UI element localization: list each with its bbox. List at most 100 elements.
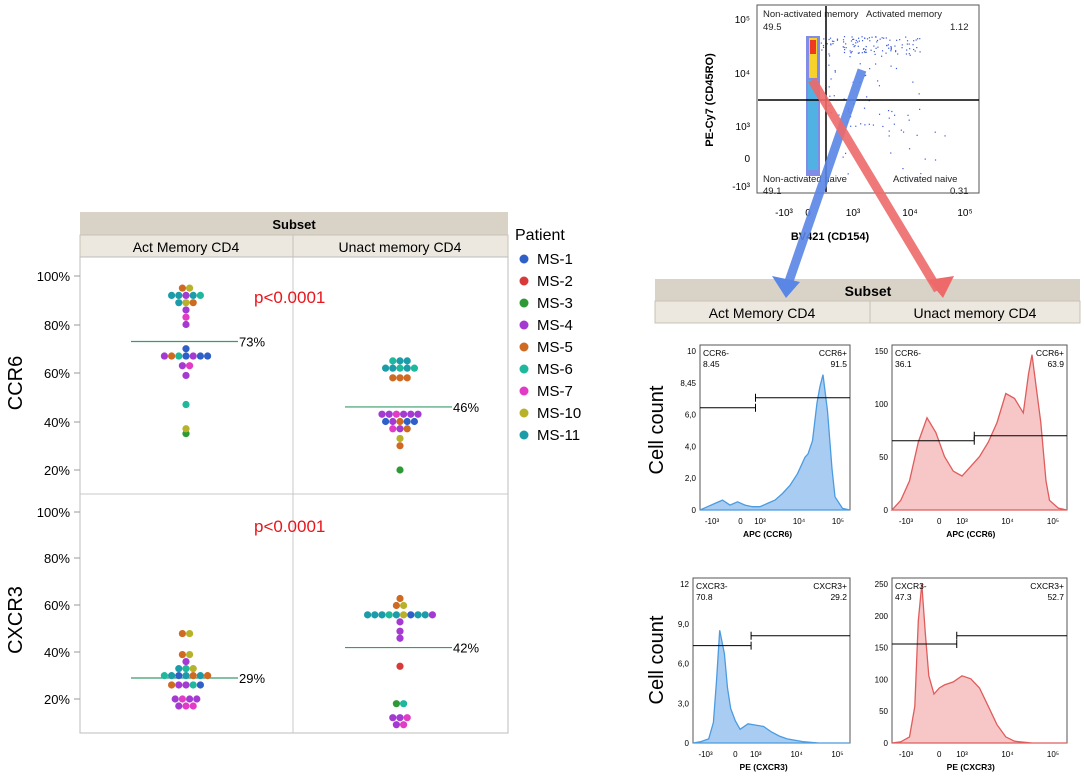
gate-event bbox=[861, 40, 864, 42]
gate-event bbox=[855, 39, 857, 42]
gate-event bbox=[865, 49, 867, 51]
gate-event bbox=[821, 49, 823, 51]
gate-event bbox=[854, 45, 856, 47]
gate-event bbox=[832, 43, 834, 45]
cxcr3-ytick: 60% bbox=[44, 598, 70, 613]
row-label-cell-count: Cell count bbox=[646, 385, 668, 474]
gate-event bbox=[834, 70, 836, 72]
data-point bbox=[182, 702, 190, 710]
data-point bbox=[403, 357, 411, 365]
gate-event bbox=[822, 46, 825, 49]
data-point bbox=[407, 611, 415, 619]
histogram-area bbox=[699, 374, 851, 511]
gate-event bbox=[902, 131, 905, 133]
gate-event bbox=[836, 38, 839, 40]
gate-event bbox=[870, 49, 872, 51]
arrows bbox=[772, 68, 954, 298]
gate-event bbox=[843, 46, 845, 49]
hist-xlabel: APC (CCR6) bbox=[743, 529, 792, 539]
data-point bbox=[182, 681, 190, 689]
gate-event bbox=[844, 152, 847, 154]
data-point bbox=[168, 291, 176, 299]
hist-ytick: 50 bbox=[879, 453, 888, 462]
legend-swatch bbox=[519, 298, 529, 308]
ccr6-ytick: 20% bbox=[44, 463, 70, 478]
gate-event bbox=[838, 114, 840, 116]
cxcr3-pvalue: p<0.0001 bbox=[254, 517, 325, 536]
hist-ytick: 0 bbox=[685, 739, 690, 748]
histogram-area bbox=[890, 354, 1068, 511]
gate-event bbox=[897, 53, 899, 55]
data-point bbox=[182, 425, 190, 433]
left-subset-header-bg bbox=[80, 212, 508, 235]
gate-event bbox=[874, 53, 876, 56]
data-point bbox=[389, 417, 397, 426]
gate-event bbox=[862, 48, 865, 50]
data-point bbox=[400, 611, 408, 619]
gate-event bbox=[887, 44, 889, 46]
data-point bbox=[178, 695, 186, 703]
right-col-header-unact: Unact memory CD4 bbox=[914, 305, 1037, 321]
data-point bbox=[189, 299, 197, 307]
gate-event bbox=[843, 41, 845, 43]
gate-event bbox=[864, 124, 866, 126]
gate-event bbox=[842, 156, 844, 158]
data-point bbox=[396, 634, 404, 642]
median-label: 42% bbox=[453, 641, 479, 656]
data-point bbox=[396, 442, 404, 450]
hist-xtick: 10⁴ bbox=[790, 750, 803, 759]
data-point bbox=[178, 284, 186, 292]
hist-xtick: 10⁵ bbox=[831, 750, 843, 759]
legend-items: MS-1 MS-2 MS-3 MS-4 MS-5 MS-6 MS-7 MS-10 MS-11 bbox=[519, 251, 581, 444]
gate-label: CCR6+ bbox=[1036, 348, 1064, 358]
hist-ytick: 0 bbox=[884, 739, 889, 748]
legend-label: MS-2 bbox=[537, 273, 573, 290]
gate-event bbox=[894, 45, 896, 47]
legend-label: MS-4 bbox=[537, 317, 573, 334]
gate-event bbox=[836, 39, 839, 41]
hist-ytick: 0 bbox=[884, 506, 889, 515]
gate-event bbox=[847, 173, 849, 175]
data-point bbox=[407, 410, 415, 418]
gate-event bbox=[885, 37, 887, 39]
gate-event bbox=[849, 56, 851, 58]
histogram-area bbox=[891, 584, 1067, 744]
data-point bbox=[196, 352, 204, 360]
gate-event bbox=[851, 50, 853, 53]
data-point bbox=[392, 611, 400, 619]
gate-event bbox=[906, 49, 908, 51]
gate-event bbox=[895, 51, 897, 53]
hist-ytick: 2,0 bbox=[685, 474, 697, 483]
gate-xlabel: BV421 (CD154) bbox=[791, 231, 870, 243]
data-point bbox=[171, 695, 179, 703]
gate-event bbox=[842, 46, 844, 48]
hist-ytick: 100 bbox=[875, 400, 889, 409]
histogram-area bbox=[692, 630, 850, 744]
left-col-header-unact: Unact memory CD4 bbox=[339, 239, 462, 255]
data-point bbox=[182, 306, 190, 314]
gate-event bbox=[888, 135, 890, 137]
gate-event bbox=[858, 52, 860, 54]
gate-event bbox=[843, 98, 845, 100]
data-point bbox=[182, 299, 190, 307]
hist-ytick: 4,0 bbox=[685, 442, 697, 451]
data-point bbox=[403, 714, 411, 722]
density-peak bbox=[810, 40, 816, 54]
gate-event bbox=[864, 51, 866, 54]
gate-event bbox=[828, 86, 830, 88]
gate-event bbox=[920, 172, 922, 175]
ccr6-ytick: 80% bbox=[44, 318, 70, 333]
data-point bbox=[400, 721, 408, 729]
data-point bbox=[189, 291, 197, 299]
data-point bbox=[396, 627, 404, 635]
data-point bbox=[204, 352, 212, 360]
data-point bbox=[389, 714, 397, 722]
ccr6-ytick: 100% bbox=[37, 269, 71, 284]
quadrant-name: Non-activated naive bbox=[763, 174, 847, 185]
legend-label: MS-5 bbox=[537, 339, 573, 356]
data-point bbox=[396, 434, 404, 443]
gate-event bbox=[900, 129, 902, 131]
gate-ytick: -10³ bbox=[732, 182, 750, 193]
data-point bbox=[175, 352, 183, 360]
hist-xtick: 0 bbox=[738, 517, 743, 526]
